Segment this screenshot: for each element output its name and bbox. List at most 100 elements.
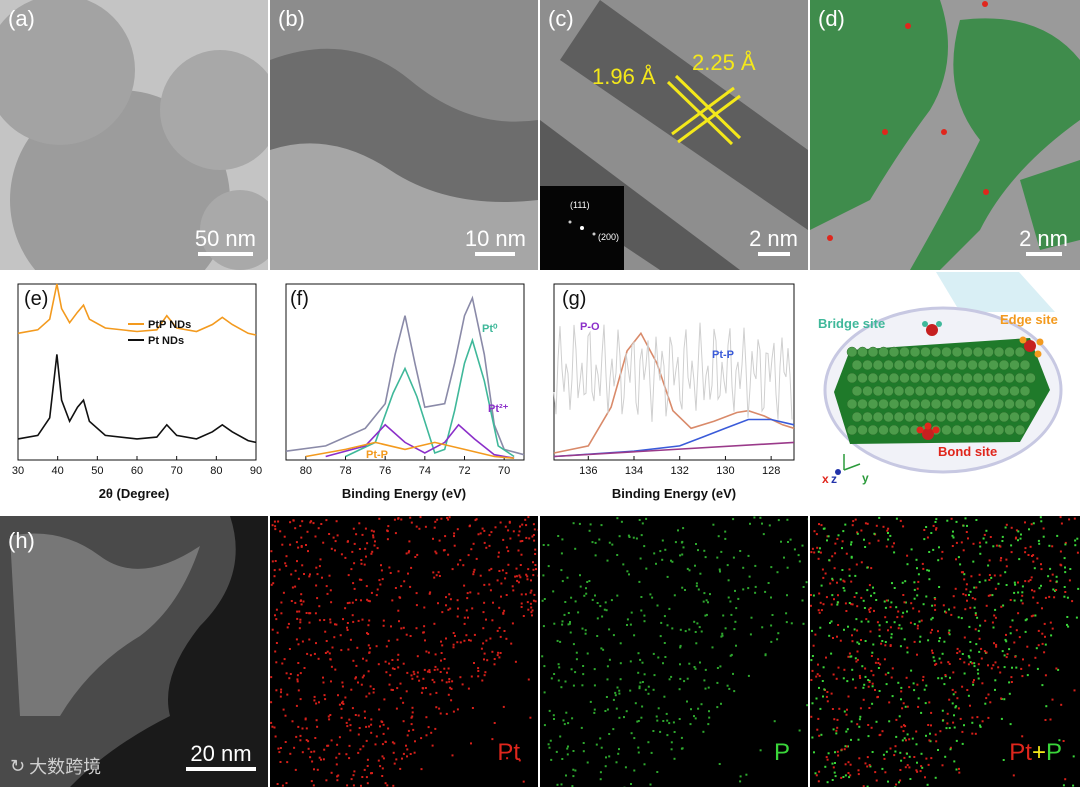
eds-dot	[1055, 575, 1058, 578]
eds-dot	[392, 784, 395, 787]
eds-dot	[433, 622, 436, 625]
eds-dot	[868, 610, 871, 613]
eds-dot	[895, 735, 898, 738]
eds-dot	[517, 581, 520, 584]
eds-dot	[372, 688, 375, 690]
eds-dot	[906, 705, 909, 708]
eds-dot	[589, 700, 592, 703]
eds-dot	[406, 734, 409, 737]
eds-dot	[979, 724, 981, 727]
eds-dot	[600, 647, 603, 650]
eds-dot	[334, 668, 337, 671]
eds-dot	[498, 626, 501, 629]
eds-dot	[299, 618, 302, 621]
eds-dot	[954, 691, 957, 694]
eds-dot	[394, 532, 397, 535]
eds-dot	[815, 675, 818, 678]
eds-dot	[608, 755, 611, 758]
eds-dot	[878, 628, 881, 631]
eds-dot	[641, 681, 644, 683]
eds-dot	[833, 567, 836, 570]
eds-dot	[630, 611, 633, 614]
eds-dot	[662, 662, 664, 665]
eds-dot	[271, 524, 274, 527]
eds-dot	[489, 589, 492, 592]
tem-image-a	[0, 0, 268, 270]
eds-dot	[360, 599, 362, 602]
eds-dot	[318, 565, 321, 568]
eds-dot	[900, 759, 903, 762]
eds-dot	[1032, 560, 1035, 563]
eds-dot	[531, 609, 534, 612]
eds-dot	[815, 697, 818, 700]
eds-dot	[900, 686, 903, 689]
eds-dot	[353, 587, 356, 590]
eds-dot	[425, 650, 428, 653]
eds-dot	[605, 696, 608, 698]
eds-dot	[532, 574, 535, 577]
eds-dot	[681, 586, 684, 589]
eds-dot	[659, 730, 662, 733]
eds-dot	[369, 685, 372, 688]
eds-dot	[913, 689, 916, 692]
eds-dot	[836, 635, 838, 638]
pt-atom	[846, 372, 858, 384]
eds-dot	[309, 612, 312, 615]
x-tick-label: 72	[458, 465, 470, 477]
eds-dot	[874, 771, 877, 774]
eds-dot	[388, 662, 391, 665]
eds-dot	[844, 763, 847, 766]
pt-atom	[1019, 359, 1031, 371]
eds-dot	[373, 544, 376, 547]
eds-dot	[975, 643, 978, 646]
eds-dot	[858, 642, 861, 645]
eds-dot	[864, 762, 867, 765]
eds-dot	[451, 754, 454, 757]
eds-dot	[405, 633, 408, 636]
eds-dot	[1021, 675, 1024, 678]
eds-dot	[856, 650, 859, 653]
eds-dot	[525, 524, 528, 527]
eds-dot	[305, 544, 307, 546]
eds-dot	[901, 615, 904, 618]
eds-dot	[447, 553, 450, 556]
eds-dot	[309, 573, 311, 576]
eds-dot	[1050, 634, 1053, 637]
pt-atom	[951, 346, 963, 358]
eds-dot	[798, 560, 801, 563]
eds-dot	[505, 546, 508, 549]
eds-dot	[1009, 625, 1012, 628]
eds-dot	[1020, 667, 1023, 670]
eds-dot	[355, 533, 358, 536]
eds-dot	[409, 635, 412, 637]
pt-atom	[1004, 424, 1015, 436]
eds-dot	[296, 680, 299, 683]
eds-dot	[951, 702, 954, 705]
eds-dot	[556, 783, 559, 786]
eds-dot	[854, 574, 857, 577]
eds-dot	[719, 570, 721, 573]
eds-dot	[918, 640, 921, 643]
eds-dot	[498, 570, 501, 572]
eds-dot	[967, 663, 970, 666]
eds-dot	[370, 718, 373, 721]
panel-atomic-model: Bridge site Edge site Bond site x z y	[810, 272, 1080, 512]
eds-dot	[1010, 551, 1013, 554]
eds-dot	[873, 609, 875, 612]
pt-atom	[878, 398, 889, 410]
eds-dot	[999, 545, 1002, 548]
eds-dot	[935, 528, 937, 531]
eds-dot	[927, 724, 930, 726]
eds-dot	[428, 592, 431, 595]
eds-dot	[1054, 589, 1056, 592]
eds-dot	[637, 671, 640, 674]
eds-dot	[370, 723, 373, 726]
eds-dot	[572, 768, 575, 771]
eds-dot	[875, 524, 878, 527]
eds-dot	[884, 641, 887, 643]
eds-dot	[301, 564, 304, 567]
x-tick-label: 80	[300, 465, 312, 477]
eds-dot	[992, 545, 995, 548]
eds-dot	[835, 677, 838, 680]
eds-dot	[284, 562, 287, 565]
